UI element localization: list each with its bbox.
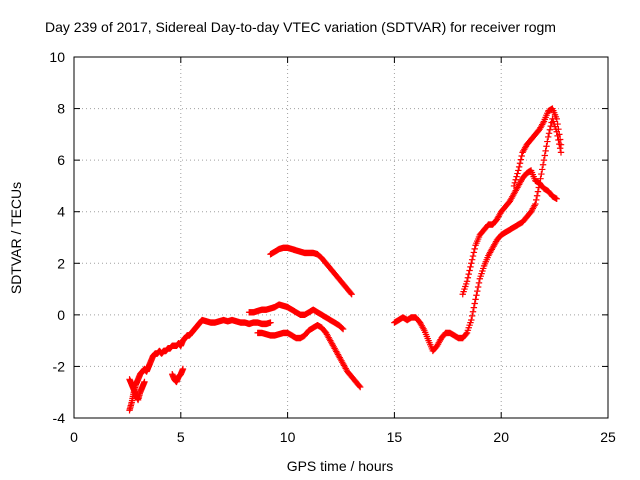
data-point: [475, 279, 483, 287]
y-tick-label: 0: [57, 307, 65, 323]
chart-title: Day 239 of 2017, Sidereal Day-to-day VTE…: [45, 19, 556, 35]
x-tick-label: 20: [493, 429, 509, 445]
data-point: [463, 278, 471, 285]
data-point: [513, 173, 520, 180]
data-point: [515, 163, 523, 171]
y-axis-label: SDTVAR / TECUs: [8, 182, 24, 294]
x-tick-label: 0: [70, 429, 78, 445]
x-tick-label: 25: [600, 429, 616, 445]
data-point: [532, 200, 539, 208]
plot-frame: [73, 56, 609, 419]
data-point: [474, 283, 482, 291]
data-point: [511, 179, 519, 187]
data-point: [470, 249, 478, 256]
data-point: [556, 136, 564, 143]
data-point: [556, 131, 563, 138]
data-point: [357, 383, 364, 391]
data-point: [348, 291, 355, 298]
data-point: [538, 170, 545, 178]
data-point: [470, 304, 478, 311]
data-point: [356, 382, 363, 390]
data-point: [534, 188, 542, 195]
data-point: [471, 245, 478, 253]
data-point: [554, 120, 561, 128]
data-point: [556, 145, 564, 152]
data-point: [515, 167, 522, 174]
data-point: [557, 141, 565, 148]
data-point: [462, 330, 470, 338]
data-series: [391, 115, 565, 355]
data-point: [516, 160, 524, 167]
data-point: [179, 365, 187, 373]
y-tick-label: 2: [57, 255, 65, 271]
data-point: [539, 161, 547, 168]
grid: [74, 57, 608, 418]
data-point: [469, 252, 477, 260]
data-point: [469, 308, 477, 315]
data-point: [541, 152, 548, 159]
tick-labels: 0 5 10 15 20 25 -4 -2 0 2 4 6 8 10: [49, 49, 616, 445]
y-tick-label: 6: [57, 152, 65, 168]
data-series: [245, 301, 347, 333]
data-point: [267, 319, 274, 326]
data-point: [514, 170, 521, 177]
y-tick-label: -4: [53, 410, 66, 426]
data-point: [510, 182, 518, 190]
data-point: [553, 195, 560, 203]
data-point: [542, 147, 549, 155]
data-point: [553, 115, 560, 123]
data-point: [466, 267, 473, 274]
data-point: [467, 263, 474, 271]
data-series: [169, 365, 187, 386]
data-point: [546, 126, 554, 133]
data-point: [141, 378, 148, 386]
data-point: [540, 156, 548, 164]
axis-ticks: [73, 56, 609, 419]
data-point: [543, 143, 550, 150]
data-series: [126, 376, 148, 404]
data-series: [254, 321, 364, 391]
data-point: [533, 192, 541, 199]
data-point: [468, 312, 476, 320]
data-point: [545, 130, 553, 137]
data-point: [347, 289, 355, 297]
data-point: [533, 196, 540, 204]
data-point: [544, 138, 551, 145]
x-tick-label: 15: [387, 429, 403, 445]
data-series: [459, 167, 560, 298]
y-tick-label: 4: [57, 204, 65, 220]
data-point: [464, 274, 472, 281]
y-tick-label: 10: [49, 49, 65, 65]
data-point: [339, 325, 347, 333]
data-point: [518, 152, 525, 160]
plot-marks: [126, 105, 565, 414]
data-point: [468, 316, 475, 324]
data-point: [539, 166, 546, 173]
data-point: [512, 176, 519, 183]
data-series: [510, 105, 565, 190]
x-axis-label: GPS time / hours: [287, 458, 394, 474]
data-series: [267, 244, 355, 298]
data-point: [472, 296, 479, 303]
data-point: [557, 149, 565, 156]
data-point: [537, 175, 544, 182]
y-tick-label: 8: [57, 101, 65, 117]
data-point: [339, 325, 346, 332]
data-point: [474, 287, 481, 295]
data-point: [544, 133, 552, 141]
data-point: [471, 300, 478, 307]
y-tick-label: -2: [53, 358, 66, 374]
x-tick-label: 10: [280, 429, 296, 445]
data-point: [465, 270, 472, 278]
x-tick-label: 5: [177, 429, 185, 445]
data-point: [468, 260, 475, 267]
data-series: [126, 316, 274, 414]
data-point: [555, 126, 562, 133]
data-point: [473, 292, 480, 299]
data-point: [517, 156, 525, 163]
data-point: [468, 256, 476, 263]
